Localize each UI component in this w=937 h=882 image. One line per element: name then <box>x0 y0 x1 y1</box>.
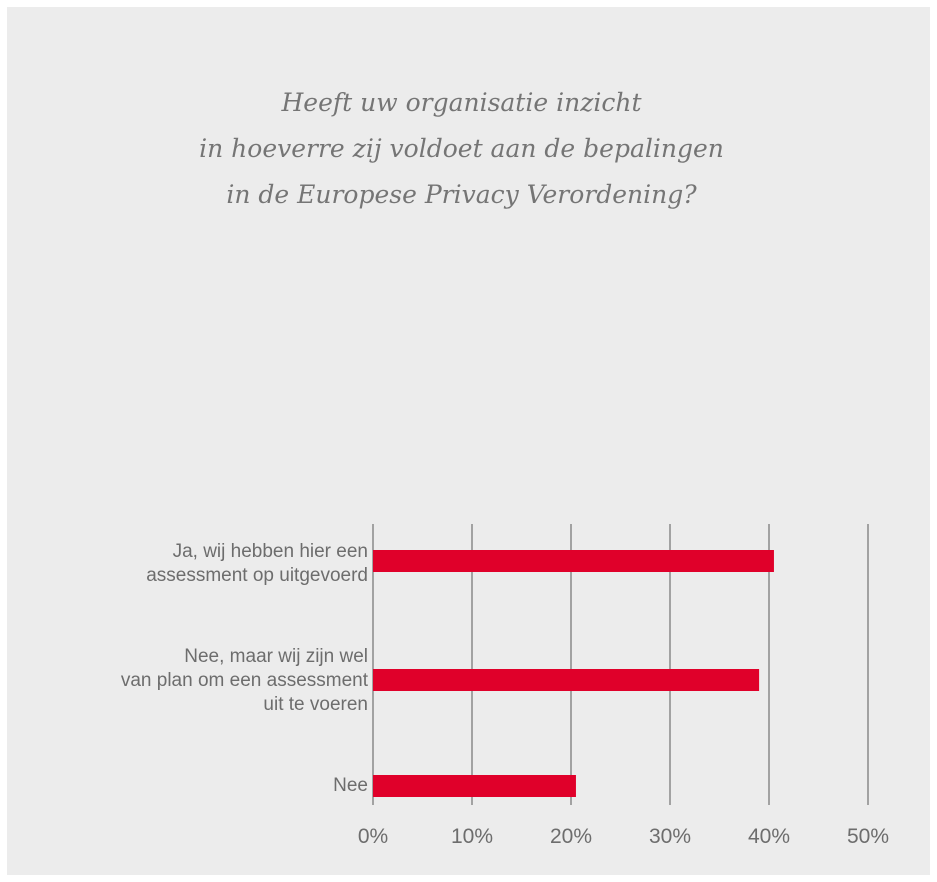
x-tick-label-50: 50% <box>846 825 890 848</box>
category-label-line: assessment op uitgevoerd <box>146 565 368 586</box>
chart-title-line-1: Heeft uw organisatie inzicht <box>281 88 642 117</box>
bar-2 <box>373 775 576 797</box>
category-label-line: Nee <box>333 775 368 796</box>
chart-title: Heeft uw organisatie inzicht in hoeverre… <box>0 80 923 218</box>
category-label-nee: Nee <box>333 774 368 798</box>
chart-title-line-3: in de Europese Privacy Verordening? <box>226 180 697 209</box>
category-label-line: van plan om een assessment <box>120 670 368 691</box>
x-tick-label-0: 0% <box>357 825 389 848</box>
x-tick-label-30: 30% <box>648 825 692 848</box>
bar-0 <box>373 550 774 572</box>
chart-title-line-2: in hoeverre zij voldoet aan de bepalinge… <box>199 134 724 163</box>
category-label-ja: Ja, wij hebben hier een assessment op ui… <box>146 540 368 588</box>
x-tick-label-10: 10% <box>450 825 494 848</box>
chart-panel <box>7 7 930 875</box>
bar-1 <box>373 669 760 691</box>
category-label-line: uit te voeren <box>263 694 368 715</box>
x-tick-label-40: 40% <box>747 825 791 848</box>
category-label-line: Nee, maar wij zijn wel <box>184 646 368 667</box>
category-label-nee-maar: Nee, maar wij zijn wel van plan om een a… <box>121 645 368 717</box>
x-tick-label-20: 20% <box>549 825 593 848</box>
category-label-line: Ja, wij hebben hier een <box>172 541 368 562</box>
